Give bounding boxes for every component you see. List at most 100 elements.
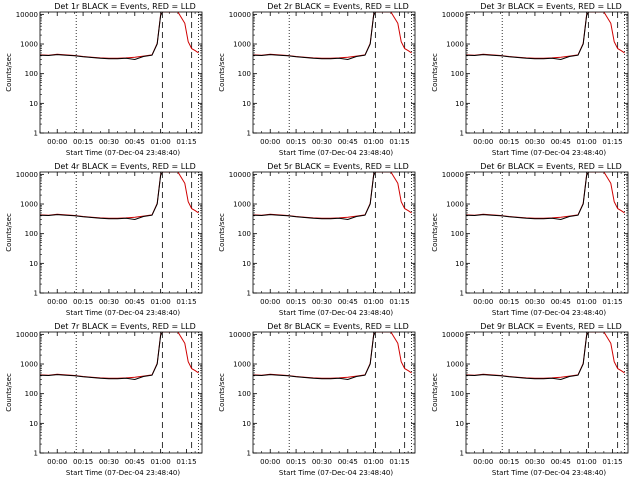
- chart-panel-7: Det 7r BLACK = Events, RED = LLD Counts/s…: [5, 322, 203, 477]
- x-tick-label: 00:30: [525, 458, 545, 466]
- x-tick-label: 00:30: [312, 298, 332, 306]
- plot-frame: [252, 11, 416, 134]
- series-group: [253, 12, 412, 61]
- x-tick-label: 00:30: [312, 458, 332, 466]
- y-tick-label: 10000: [442, 171, 464, 179]
- y-tick-label: 100: [238, 70, 251, 78]
- x-tick-label: 00:45: [125, 298, 145, 306]
- chart-title: Det 9r BLACK = Events, RED = LLD: [480, 322, 622, 331]
- series-group: [466, 172, 625, 221]
- series-group: [40, 332, 199, 381]
- chart-title: Det 4r BLACK = Events, RED = LLD: [54, 162, 196, 171]
- series-group: [40, 172, 199, 221]
- series-group: [253, 332, 412, 381]
- x-tick-label: 01:15: [389, 458, 409, 466]
- plot-frame: [252, 331, 416, 454]
- y-tick-label: 10: [29, 100, 38, 108]
- series-line-red: [253, 172, 412, 219]
- chart-panel-5: Det 5r BLACK = Events, RED = LLD Counts/s…: [218, 162, 416, 317]
- chart-title: Det 5r BLACK = Events, RED = LLD: [267, 162, 409, 171]
- plot-frame: [252, 171, 416, 294]
- x-tick-label: 00:00: [473, 138, 493, 146]
- y-tick-label: 1000: [233, 41, 251, 49]
- x-tick-label: 01:00: [577, 298, 597, 306]
- plot-frame: [465, 11, 629, 134]
- x-tick-label: 00:00: [473, 458, 493, 466]
- y-tick-label: 1000: [20, 361, 38, 369]
- x-tick-label: 00:45: [338, 138, 358, 146]
- x-tick-label: 00:30: [99, 298, 119, 306]
- x-tick-label: 00:00: [47, 138, 67, 146]
- x-tick-label: 00:45: [551, 138, 571, 146]
- series-line-red: [40, 332, 199, 379]
- chart-panel-9: Det 9r BLACK = Events, RED = LLD Counts/s…: [431, 322, 629, 477]
- series-line-red: [40, 172, 199, 219]
- x-tick-label: 01:00: [151, 458, 171, 466]
- y-tick-label: 100: [451, 390, 464, 398]
- x-tick-label: 01:00: [364, 298, 384, 306]
- series-line-red: [466, 332, 625, 379]
- y-tick-label: 1000: [446, 41, 464, 49]
- y-tick-label: 10000: [229, 331, 251, 339]
- y-tick-label: 10000: [442, 331, 464, 339]
- x-tick-label: 01:15: [602, 458, 622, 466]
- y-axis-label: Counts/sec: [5, 213, 13, 252]
- series-line-black: [466, 332, 589, 381]
- y-tick-label: 1000: [233, 361, 251, 369]
- y-tick-label: 1: [34, 130, 38, 138]
- series-line-black: [466, 172, 589, 221]
- y-tick-label: 1000: [446, 201, 464, 209]
- y-tick-label: 1: [247, 450, 251, 458]
- y-tick-label: 10: [455, 100, 464, 108]
- y-axis-label: Counts/sec: [431, 213, 439, 252]
- x-axis-label: Start Time (07-Dec-04 23:48:40): [492, 309, 606, 317]
- series-group: [466, 332, 625, 381]
- series-line-black: [40, 12, 163, 61]
- x-tick-label: 01:00: [577, 138, 597, 146]
- plot-frame: [465, 331, 629, 454]
- x-tick-label: 01:15: [176, 138, 196, 146]
- chart-panel-4: Det 4r BLACK = Events, RED = LLD Counts/s…: [5, 162, 203, 317]
- y-tick-label: 10000: [16, 331, 38, 339]
- series-line-black: [253, 12, 376, 61]
- chart-panel-8: Det 8r BLACK = Events, RED = LLD Counts/s…: [218, 322, 416, 477]
- x-axis-label: Start Time (07-Dec-04 23:48:40): [492, 149, 606, 157]
- y-tick-label: 1000: [20, 41, 38, 49]
- y-tick-label: 1: [460, 130, 464, 138]
- x-tick-label: 00:45: [338, 458, 358, 466]
- y-tick-label: 10: [455, 420, 464, 428]
- x-tick-label: 00:00: [260, 138, 280, 146]
- plot-frame: [465, 171, 629, 294]
- x-tick-label: 00:30: [525, 138, 545, 146]
- y-tick-label: 1000: [233, 201, 251, 209]
- x-tick-label: 00:00: [260, 458, 280, 466]
- y-tick-label: 10: [242, 420, 251, 428]
- x-tick-label: 00:45: [338, 298, 358, 306]
- series-line-red: [253, 332, 412, 379]
- y-tick-label: 100: [451, 70, 464, 78]
- x-tick-label: 01:00: [151, 138, 171, 146]
- series-line-black: [466, 12, 589, 61]
- series-line-black: [253, 172, 376, 221]
- x-tick-label: 00:30: [99, 138, 119, 146]
- y-axis-label: Counts/sec: [218, 373, 226, 412]
- x-tick-label: 00:45: [125, 138, 145, 146]
- chart-panel-6: Det 6r BLACK = Events, RED = LLD Counts/s…: [431, 162, 629, 317]
- series-line-black: [40, 172, 163, 221]
- x-axis-label: Start Time (07-Dec-04 23:48:40): [279, 309, 393, 317]
- chart-title: Det 6r BLACK = Events, RED = LLD: [480, 162, 622, 171]
- x-axis-label: Start Time (07-Dec-04 23:48:40): [279, 469, 393, 477]
- chart-panel-1: Det 1r BLACK = Events, RED = LLD Counts/s…: [5, 2, 203, 157]
- x-tick-label: 01:00: [364, 458, 384, 466]
- y-tick-label: 100: [238, 230, 251, 238]
- x-tick-label: 01:00: [151, 298, 171, 306]
- y-tick-label: 10: [242, 100, 251, 108]
- x-tick-label: 01:15: [176, 458, 196, 466]
- x-tick-label: 01:00: [577, 458, 597, 466]
- y-axis-label: Counts/sec: [218, 213, 226, 252]
- x-axis-label: Start Time (07-Dec-04 23:48:40): [66, 309, 180, 317]
- y-tick-label: 1: [247, 290, 251, 298]
- plot-frame: [39, 11, 203, 134]
- y-tick-label: 1: [247, 130, 251, 138]
